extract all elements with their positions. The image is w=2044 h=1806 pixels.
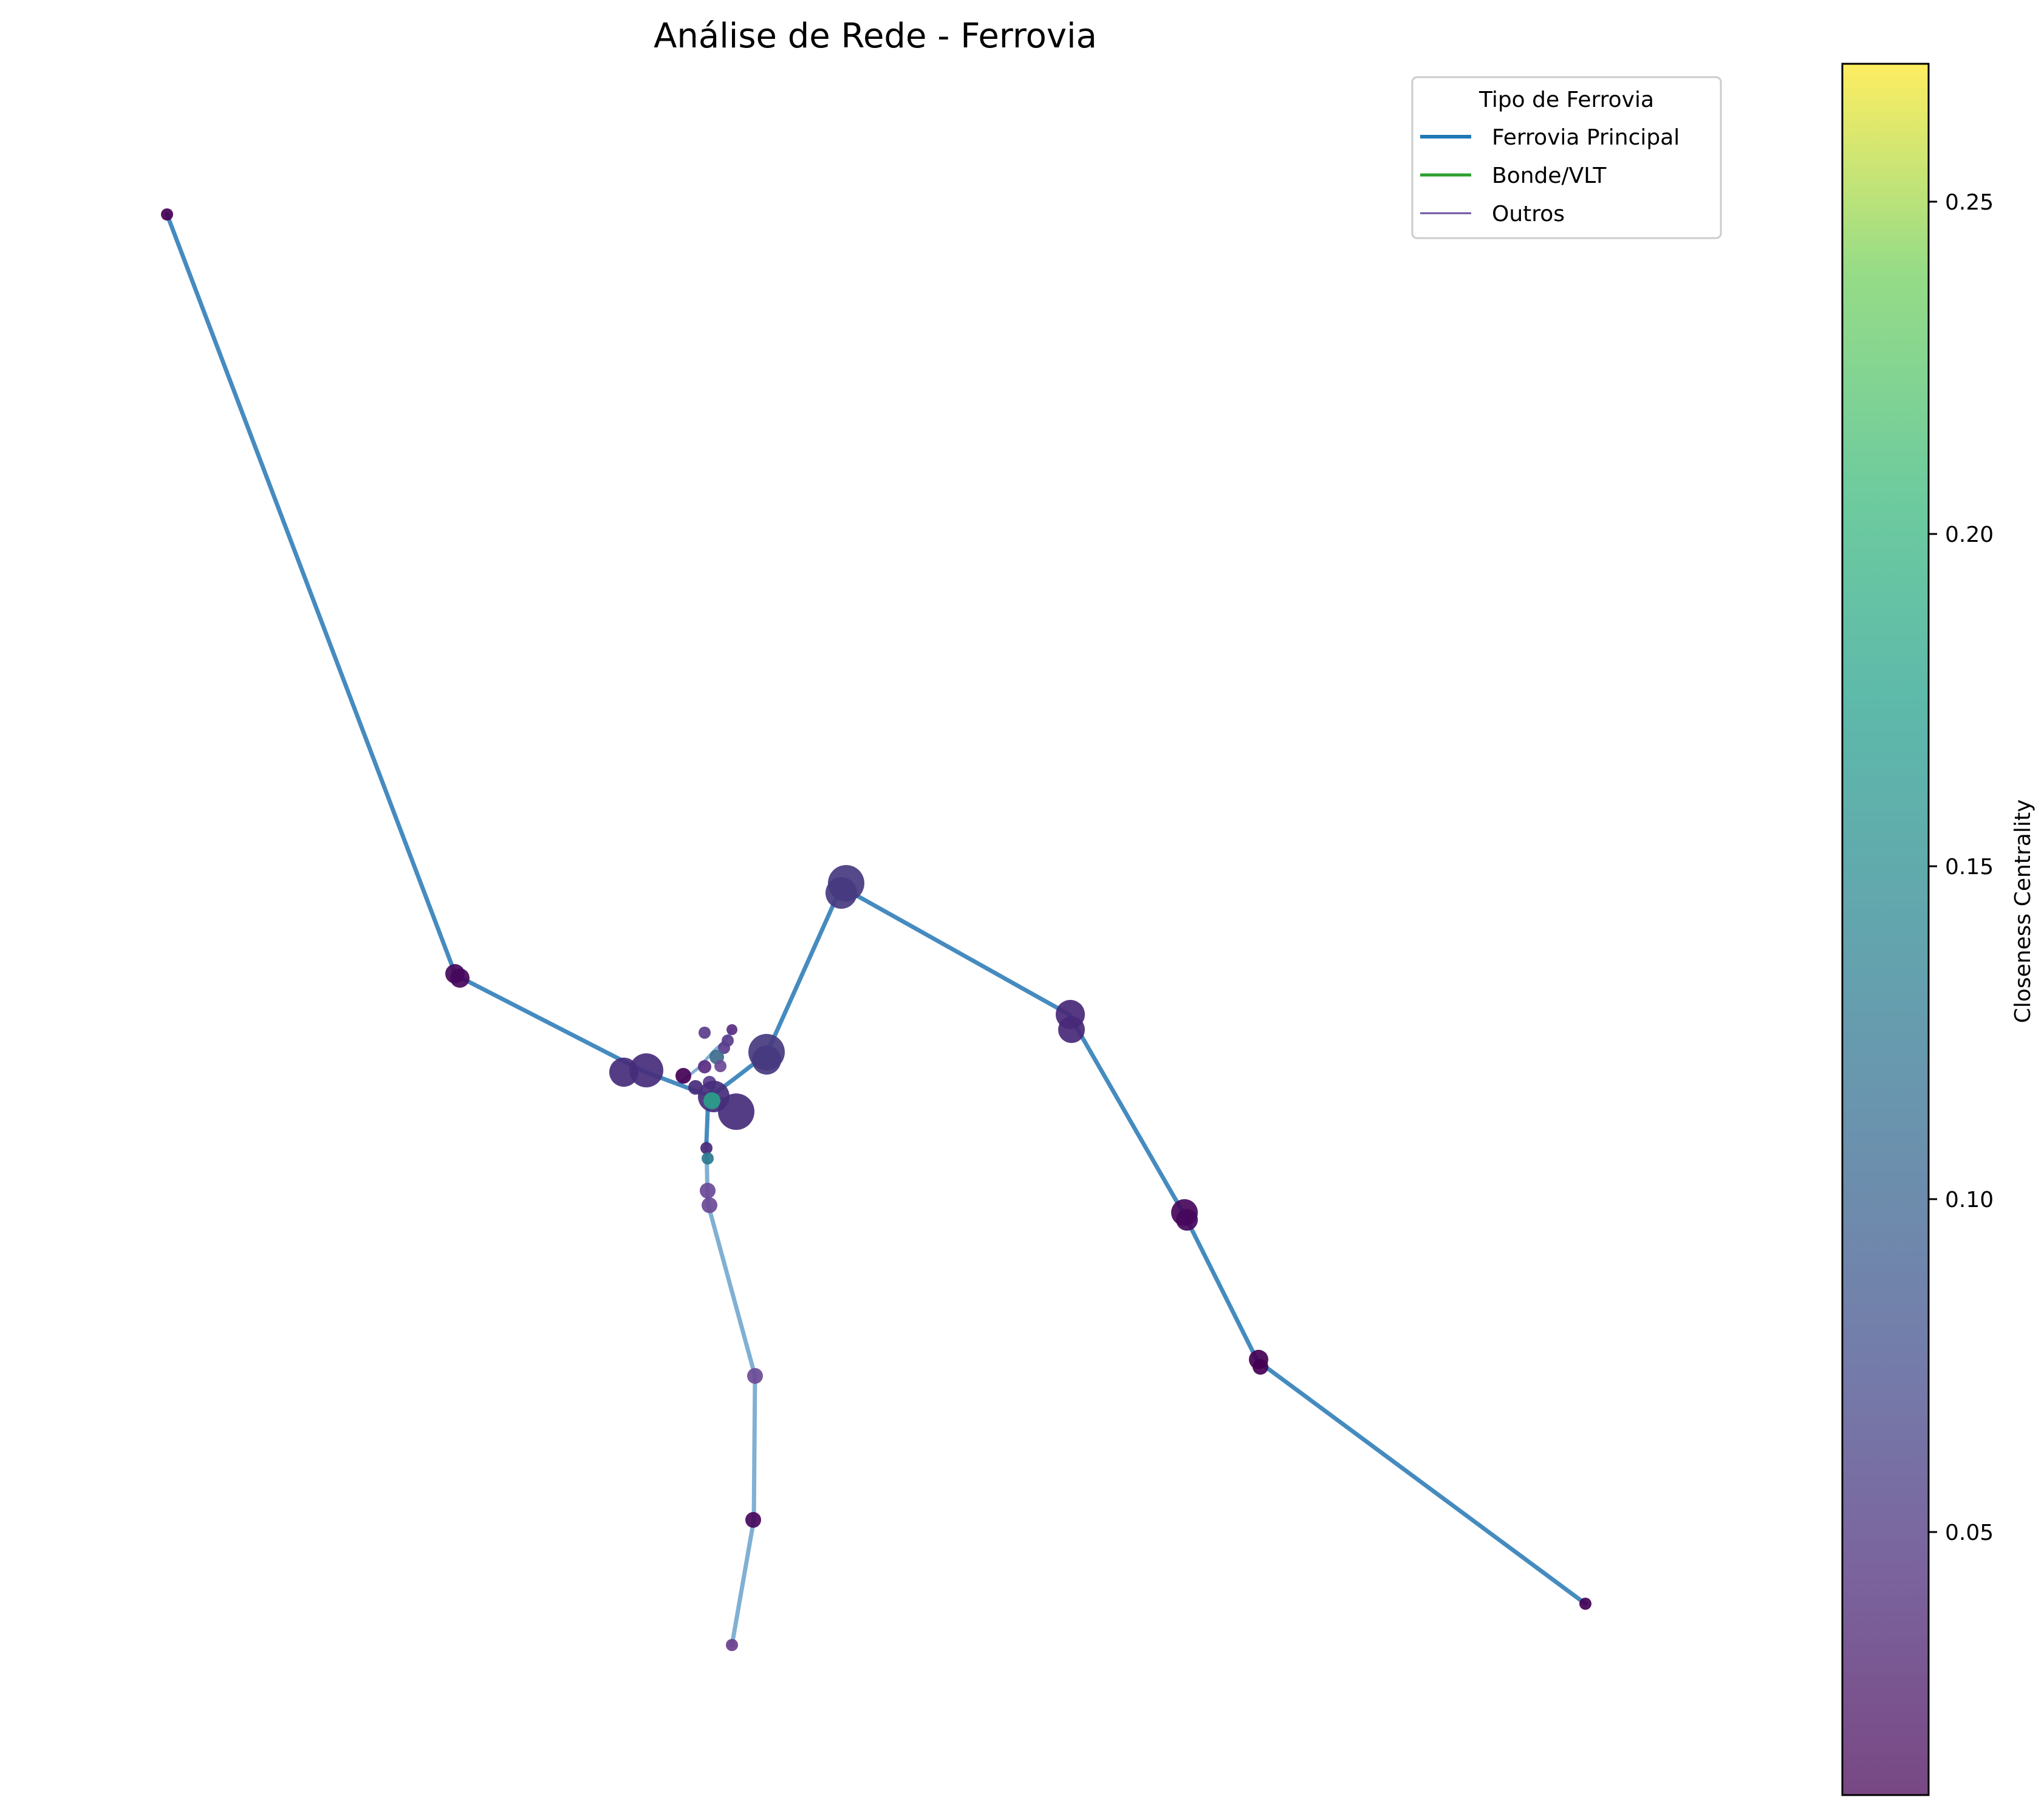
- edge-east-line: [708, 884, 1588, 1606]
- network-edges: [165, 212, 1588, 1647]
- network-node: [714, 1060, 726, 1072]
- network-node: [747, 1368, 763, 1384]
- legend: Tipo de Ferrovia Ferrovia Principal Bond…: [1411, 76, 1722, 239]
- legend-label-tram: Bonde/VLT: [1492, 163, 1607, 188]
- chart-title: Análise de Rede - Ferrovia: [654, 16, 1097, 56]
- network-node: [1579, 1598, 1591, 1610]
- colorbar-tick-label: 0.05: [1945, 1520, 1994, 1545]
- network-node: [702, 1152, 714, 1165]
- network-node: [698, 1060, 711, 1073]
- legend-label-other: Outros: [1492, 202, 1565, 227]
- network-node: [700, 1142, 713, 1154]
- colorbar-tick-label: 0.20: [1945, 522, 1994, 547]
- network-node: [726, 1024, 737, 1035]
- colorbar-tick-label: 0.25: [1945, 190, 1994, 215]
- network-node: [629, 1053, 663, 1087]
- colorbar: 0.05 0.10 0.15 0.20 0.25 Closeness Centr…: [1841, 63, 2035, 1796]
- network-node: [745, 1512, 761, 1528]
- network-node: [161, 208, 173, 221]
- network-node: [718, 1042, 730, 1054]
- network-node: [825, 877, 857, 909]
- network-node: [1253, 1359, 1268, 1375]
- network-node: [700, 1183, 716, 1199]
- colorbar-ticks: [1929, 200, 1937, 1533]
- legend-frame: [1411, 76, 1722, 239]
- network-node: [699, 1027, 711, 1039]
- network-node: [752, 1045, 781, 1075]
- network-node: [1058, 1016, 1085, 1043]
- legend-title: Tipo de Ferrovia: [1478, 87, 1654, 112]
- network-node: [1176, 1209, 1198, 1231]
- network-node: [726, 1639, 738, 1651]
- network-node: [450, 968, 470, 988]
- colorbar-tick-label: 0.10: [1945, 1188, 1994, 1213]
- legend-label-main: Ferrovia Principal: [1492, 125, 1680, 150]
- network-nodes: [161, 208, 1591, 1651]
- network-node: [703, 1092, 720, 1109]
- colorbar-label: Closeness Centrality: [2011, 799, 2035, 1024]
- network-node: [718, 1093, 754, 1130]
- network-node: [702, 1197, 717, 1213]
- edge-northwest-line: [165, 212, 713, 1099]
- colorbar-tick-label: 0.15: [1945, 855, 1994, 880]
- edge-south-branch: [704, 1140, 757, 1647]
- network-node: [675, 1068, 691, 1084]
- colorbar-gradient: [1841, 63, 1930, 1796]
